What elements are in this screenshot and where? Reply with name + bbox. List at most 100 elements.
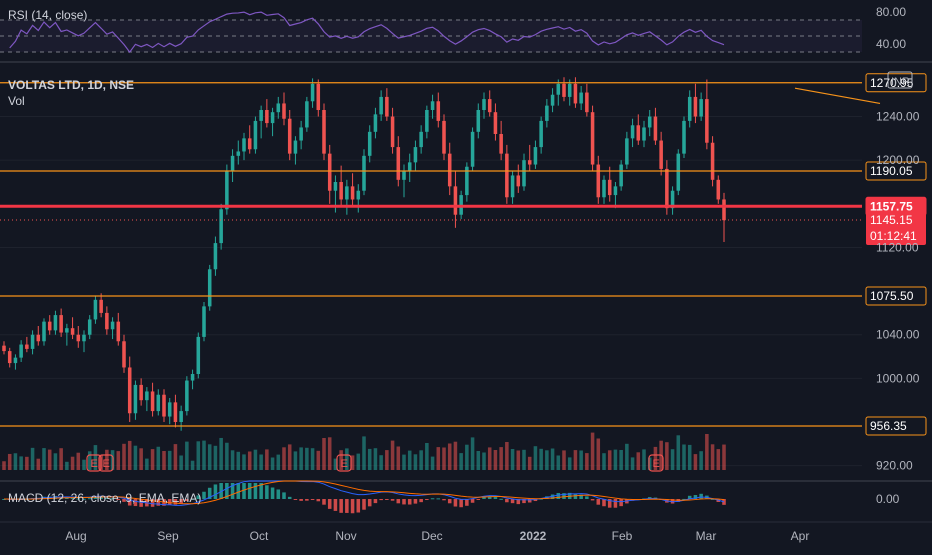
volume-bar-46 (265, 449, 269, 470)
volume-bar-16 (93, 445, 98, 470)
volume-bar-99 (567, 457, 572, 470)
volume-bar-75 (430, 456, 435, 470)
candle-body-109 (625, 138, 629, 165)
macd-hist-19 (110, 498, 115, 500)
macd-hist-9 (53, 495, 58, 499)
candle-body-62 (356, 190, 361, 200)
volume-bar-25 (145, 458, 149, 470)
macd-hist-68 (390, 499, 395, 501)
volume-bar-118 (676, 435, 681, 470)
volume-bar-113 (647, 457, 652, 470)
volume-bar-124 (710, 444, 715, 470)
candle-body-112 (642, 127, 646, 141)
volume-bar-27 (156, 446, 161, 470)
earnings-marker-box-0 (86, 454, 102, 472)
x-tick-6: Feb (612, 529, 633, 543)
signal-line (3, 480, 725, 505)
candle-body-61 (350, 186, 355, 200)
macd-hist-39 (225, 483, 229, 499)
volume-bar-59 (339, 450, 343, 470)
volume-bar-104 (596, 438, 601, 470)
macd-hist-47 (270, 487, 275, 499)
macd-hist-80 (459, 499, 463, 508)
volume-bar-105 (602, 453, 606, 470)
macd-hist-81 (465, 499, 469, 506)
volume-bar-37 (213, 445, 218, 470)
candle-body-17 (99, 299, 103, 313)
level-label-0: 1270.95 (870, 76, 914, 90)
macd-hist-84 (482, 496, 486, 499)
macd-hist-93 (533, 499, 538, 502)
macd-hist-91 (522, 499, 526, 504)
volume-bar-28 (162, 451, 166, 470)
macd-hist-42 (242, 483, 246, 499)
candle-body-46 (265, 110, 269, 124)
macd-hist-14 (82, 498, 86, 500)
volume-bar-62 (356, 453, 361, 470)
x-tick-8: Apr (791, 529, 810, 543)
level-tag-4 (865, 416, 927, 436)
macd-hist-104 (596, 499, 601, 505)
macd-hist-38 (219, 483, 223, 499)
macd-hist-78 (447, 499, 452, 504)
volume-bar-9 (53, 453, 58, 470)
candle-body-60 (345, 186, 349, 200)
candle-body-8 (47, 321, 52, 331)
volume-bar-112 (642, 449, 646, 470)
candle-body-18 (105, 312, 109, 330)
volume-bar-58 (333, 458, 338, 470)
rsi-tick-1: 40.00 (876, 37, 906, 51)
candle-body-71 (407, 162, 412, 172)
macd-hist-79 (453, 499, 458, 507)
x-tick-5: 2022 (520, 529, 547, 543)
symbol-legend[interactable]: VOLTAS LTD, 1D, NSE (8, 78, 135, 92)
volume-bar-3 (19, 456, 23, 470)
volume-bar-39 (225, 442, 229, 470)
volume-bar-88 (505, 442, 509, 470)
macd-hist-96 (550, 494, 555, 499)
volume-bar-120 (687, 444, 692, 470)
vol-legend[interactable]: Vol (8, 94, 25, 108)
candle-body-99 (567, 83, 572, 97)
rsi-legend[interactable]: RSI (14, close) (8, 8, 88, 22)
volume-bar-41 (236, 451, 241, 470)
candle-body-72 (413, 147, 418, 163)
macd-hist-21 (122, 499, 126, 502)
macd-hist-121 (693, 495, 698, 499)
volume-bar-5 (30, 447, 35, 470)
trendline (794, 87, 881, 105)
candle-body-101 (579, 92, 583, 104)
volume-bar-71 (407, 450, 412, 470)
volume-bar-31 (179, 455, 183, 470)
candle-body-15 (87, 319, 92, 335)
macd-hist-56 (322, 499, 326, 505)
x-tick-1: Sep (157, 529, 179, 543)
candle-body-44 (253, 120, 258, 150)
candle-body-5 (30, 334, 35, 349)
candle-body-67 (385, 96, 389, 117)
earnings-marker-2: E (341, 458, 348, 470)
volume-bar-32 (185, 441, 189, 470)
macd-hist-77 (442, 499, 446, 501)
candle-body-38 (219, 209, 223, 244)
volume-bar-35 (202, 440, 206, 470)
macd-hist-108 (619, 499, 623, 507)
macd-legend[interactable]: MACD (12, 26, close, 9, EMA, EMA) (8, 491, 202, 505)
candle-body-54 (310, 83, 315, 102)
level-label-4: 956.35 (870, 419, 907, 433)
earnings-marker-box-2 (336, 454, 352, 472)
macd-hist-51 (293, 499, 298, 500)
candle-body-73 (419, 131, 423, 148)
macd-hist-22 (127, 499, 132, 506)
candle-body-86 (493, 112, 498, 134)
volume-bar-90 (516, 450, 521, 470)
volume-bar-98 (562, 450, 566, 470)
macd-line (3, 480, 725, 506)
candle-body-79 (453, 186, 458, 215)
macd-hist-43 (247, 483, 252, 499)
candle-body-57 (327, 153, 332, 191)
volume-bar-55 (316, 450, 321, 470)
candle-body-28 (162, 394, 166, 417)
volume-bar-68 (390, 440, 395, 470)
volume-bar-61 (350, 455, 355, 470)
